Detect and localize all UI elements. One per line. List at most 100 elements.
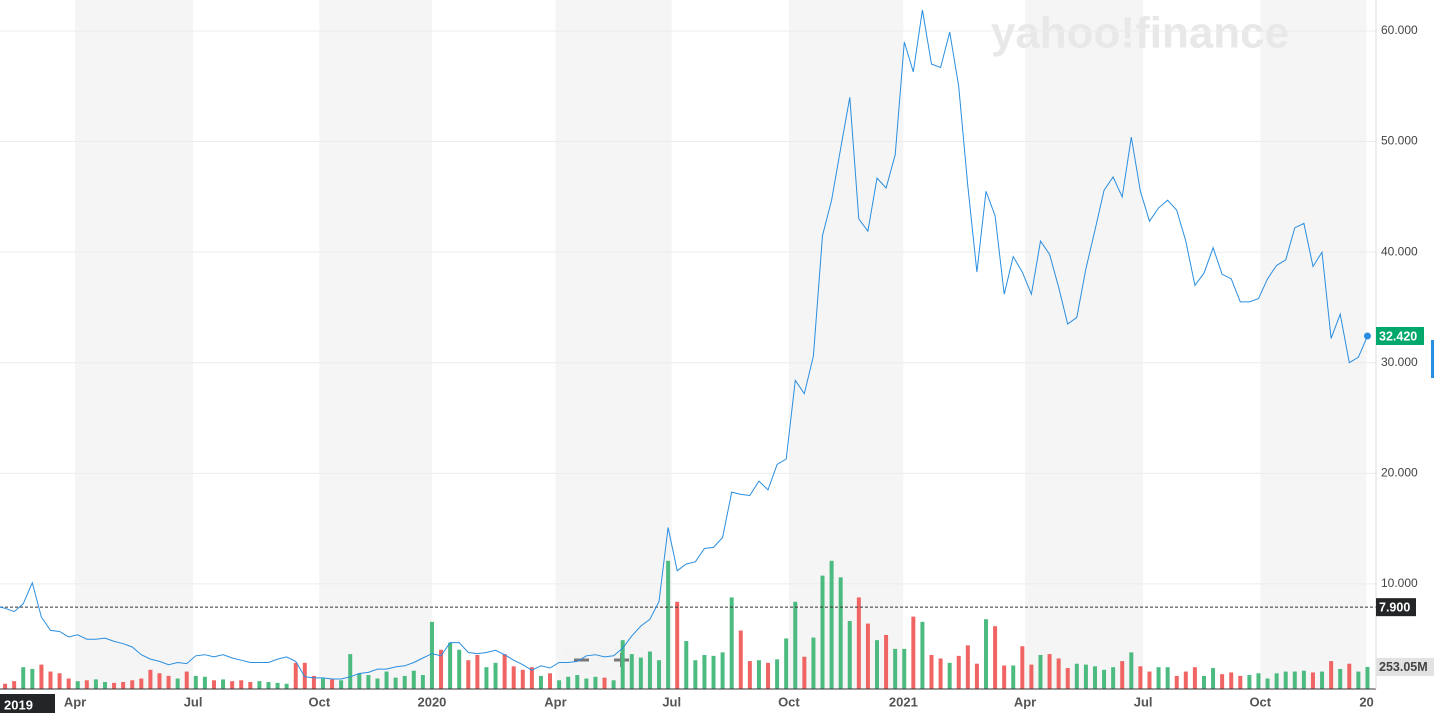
x-tick-label: Jul (662, 694, 681, 709)
volume-bar (983, 619, 988, 689)
volume-bar (884, 634, 889, 689)
volume-bar (711, 655, 716, 689)
volume-bar (747, 661, 752, 689)
volume-bar (902, 648, 907, 689)
volume-bar (629, 654, 634, 689)
volume-bar (12, 681, 17, 689)
y-tick-label: 50.000 (1381, 134, 1418, 148)
volume-bar (484, 667, 489, 689)
volume-bar (657, 660, 662, 689)
volume-bar (647, 651, 652, 689)
volume-bar (856, 597, 861, 689)
volume-bar (1138, 666, 1143, 689)
value-tag-label: 32.420 (1379, 329, 1417, 343)
volume-bar (666, 560, 671, 689)
zoom-control[interactable] (563, 646, 643, 674)
volume-bar (311, 675, 316, 689)
volume-bar (221, 679, 226, 689)
volume-bar (1038, 654, 1043, 689)
volume-bar (602, 677, 607, 689)
volume-bar (293, 662, 298, 689)
volume-bar (30, 668, 35, 689)
volume-bar (102, 682, 107, 689)
volume-bar (84, 680, 89, 689)
volume-bar (784, 638, 789, 689)
volume-bar (566, 676, 571, 689)
value-tag (1376, 657, 1434, 676)
x-tick-highlight (0, 694, 55, 713)
volume-bar (793, 601, 798, 689)
volume-bar (166, 675, 171, 689)
volume-bar (466, 660, 471, 689)
volume-bar (184, 671, 189, 689)
volume-bar (974, 663, 979, 689)
volume-bar (529, 667, 534, 689)
volume-bar (457, 649, 462, 689)
volume-bar (411, 670, 416, 689)
volume-bar (538, 675, 543, 689)
scroll-indicator (1431, 340, 1434, 378)
volume-bar (402, 675, 407, 689)
volume-bar (1365, 666, 1370, 689)
y-tick-label: 30.000 (1381, 355, 1418, 369)
x-tick-label: Jul (1134, 694, 1153, 709)
volume-bar (738, 630, 743, 689)
value-tag (1376, 598, 1416, 617)
volume-bar (838, 577, 843, 689)
volume-bar (330, 679, 335, 689)
volume-bar (766, 662, 771, 689)
volume-bar (366, 675, 371, 689)
volume-bar (675, 601, 680, 689)
volume-bar (1074, 663, 1079, 689)
x-tick-label: Apr (544, 694, 566, 709)
volume-bar (729, 597, 734, 689)
value-tag (1376, 326, 1424, 345)
volume-bar (938, 658, 943, 689)
volume-bar (956, 655, 961, 689)
volume-bar (1338, 668, 1343, 689)
volume-bar (384, 671, 389, 689)
volume-bar (557, 680, 562, 689)
volume-bar (429, 621, 434, 689)
volume-bar (493, 662, 498, 689)
volume-bar (1102, 669, 1107, 689)
volume-bar (520, 669, 525, 689)
volume-bar (684, 641, 689, 689)
volume-bar (266, 682, 271, 689)
volume-bar (1201, 675, 1206, 689)
x-tick-label: Apr (1014, 694, 1036, 709)
volume-bar (1029, 664, 1034, 689)
volume-bar (1183, 671, 1188, 689)
volume-bar (66, 678, 71, 689)
volume-bar (1120, 661, 1125, 689)
volume-bar (584, 678, 589, 689)
volume-bar (720, 652, 725, 689)
volume-bar (39, 664, 44, 689)
volume-bar (1220, 674, 1225, 689)
volume-bar (1165, 667, 1170, 689)
volume-bar (1147, 671, 1152, 689)
volume-bar (1320, 671, 1325, 689)
y-tick-label: 40.000 (1381, 244, 1418, 258)
volume-bar (1256, 673, 1261, 689)
volume-bar (348, 654, 353, 689)
volume-bar (575, 675, 580, 689)
volume-bar (1347, 663, 1352, 689)
volume-bar (248, 682, 253, 689)
volume-bar (702, 654, 707, 689)
value-tag-label: 253.05M (1379, 660, 1428, 674)
x-tick-label: Apr (64, 694, 86, 709)
volume-bar (3, 683, 8, 689)
volume-bar (357, 673, 362, 689)
x-tick-label: 20 (1359, 694, 1373, 709)
volume-bar (148, 669, 153, 689)
value-tag-label: 7.900 (1379, 600, 1410, 614)
volume-bar (202, 676, 207, 689)
volume-bar (593, 676, 598, 689)
volume-bar (420, 675, 425, 689)
volume-bar (829, 560, 834, 689)
volume-bar (1083, 664, 1088, 689)
volume-bar (548, 673, 553, 689)
